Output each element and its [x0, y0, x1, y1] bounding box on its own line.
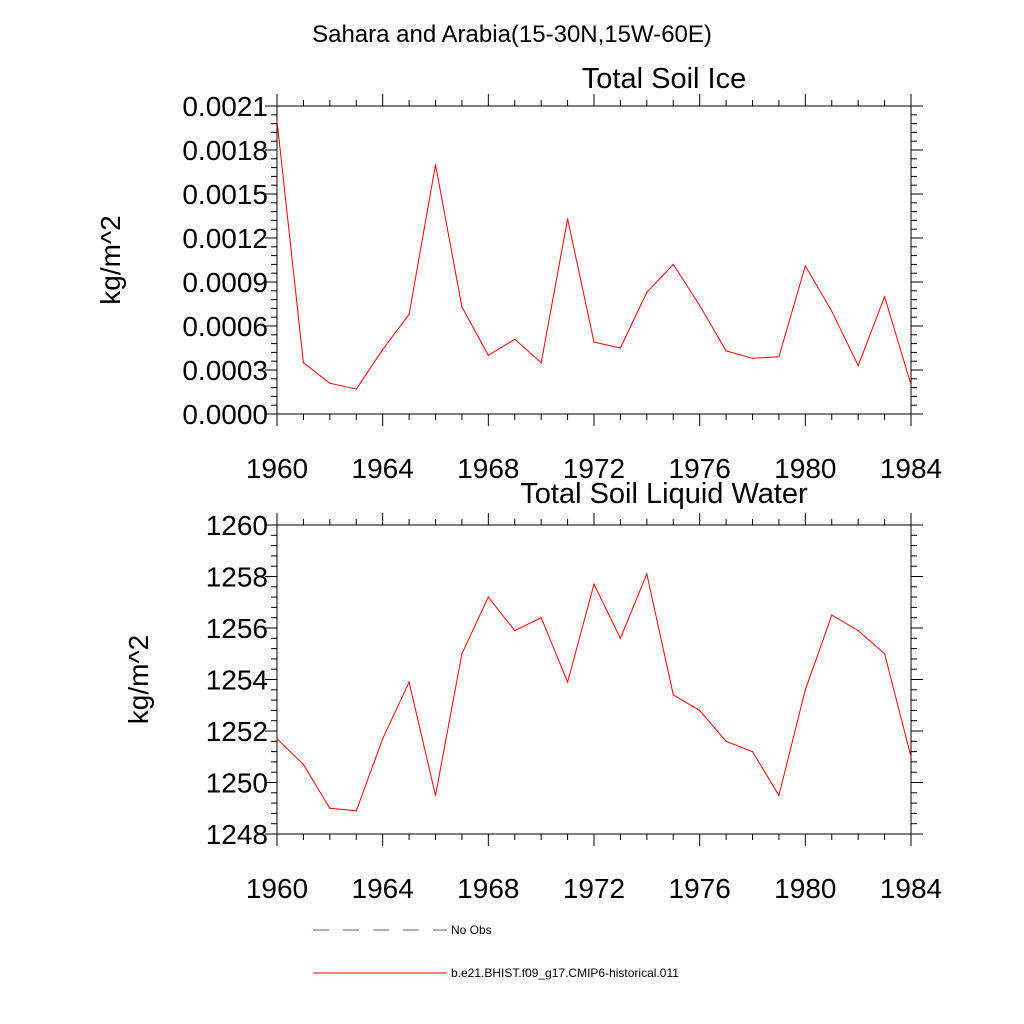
liquid-data-point: [619, 637, 622, 639]
liquid-data-point: [302, 763, 305, 766]
liquid-data-point: [276, 738, 278, 740]
ice-data-point: [672, 263, 674, 265]
ice-y-tick-label: 0.0000: [182, 399, 268, 430]
ice-y-tick-label: 0.0018: [182, 135, 268, 166]
ice-data-point: [804, 265, 806, 267]
liquid-x-tick-label: 1984: [880, 873, 942, 904]
ice-y-tick-label: 0.0006: [182, 311, 268, 342]
ice-x-tick-label: 1972: [563, 453, 625, 484]
liquid-y-tick-label: 1260: [206, 510, 268, 541]
liquid-data-point: [355, 810, 357, 812]
liquid-data-point: [461, 653, 463, 655]
liquid-y-tick-label: 1252: [206, 716, 268, 747]
ice-data-point: [910, 384, 912, 386]
legend: No Obs b.e21.BHIST.f09_g17.CMIP6-histori…: [313, 923, 679, 980]
ice-data-point: [276, 120, 278, 122]
liquid-y-tick-label: 1254: [206, 665, 268, 696]
liquid-data-point: [382, 738, 384, 740]
chart-total-soil-ice: Total Soil Ice 0.0000 0.0003 0.0006 0.0009 0.…: [95, 63, 942, 484]
ice-chart-title: Total Soil Ice: [582, 63, 746, 95]
ice-data-point: [540, 362, 542, 364]
ice-x-tick-label: 1984: [880, 453, 942, 484]
liquid-data-point: [883, 653, 886, 655]
ice-data-point: [778, 356, 780, 358]
liquid-data-point: [593, 583, 595, 585]
chart-total-soil-liquid-water: Total Soil Liquid Water 1248 1250 1252 1254 1…: [123, 478, 942, 904]
liquid-y-tick-label: 1250: [206, 768, 268, 799]
liquid-data-point: [725, 740, 727, 742]
ice-series-line: [276, 120, 912, 390]
liquid-data-point: [514, 629, 516, 632]
ice-y-tick-label: 0.0009: [182, 267, 268, 298]
legend-label-no-obs: No Obs: [451, 923, 492, 937]
ice-data-point: [699, 304, 701, 307]
liquid-series-line: [276, 572, 912, 812]
ice-data-point: [461, 306, 463, 308]
liquid-data-point: [646, 573, 648, 575]
ice-data-point: [329, 382, 331, 384]
liquid-data-point: [672, 694, 674, 696]
ice-y-tick-label: 0.0015: [182, 179, 268, 210]
ice-data-point: [857, 365, 859, 367]
liquid-data-point: [778, 794, 780, 796]
liquid-data-point: [751, 751, 754, 753]
ice-data-point: [487, 354, 489, 356]
liquid-x-tick-label: 1968: [457, 873, 519, 904]
ice-data-point: [593, 341, 595, 343]
ice-y-tick-label: 0.0012: [182, 223, 268, 254]
liquid-y-tick-label: 1248: [206, 819, 268, 850]
liquid-y-tick-label: 1256: [206, 613, 268, 644]
ice-data-point: [751, 357, 754, 359]
ice-data-point: [434, 164, 437, 166]
ice-data-point: [382, 348, 384, 351]
ice-data-point: [566, 218, 569, 220]
ice-data-point: [355, 388, 357, 390]
liquid-y-axis-label: kg/m^2: [123, 635, 154, 724]
liquid-y-tick-label: 1258: [206, 562, 268, 593]
ice-x-tick-label: 1980: [774, 453, 836, 484]
ice-data-point: [646, 291, 648, 293]
ice-x-tick-label: 1964: [352, 453, 414, 484]
liquid-data-point: [566, 681, 569, 683]
liquid-x-tick-label: 1976: [669, 873, 731, 904]
liquid-x-tick-label: 1964: [352, 873, 414, 904]
liquid-data-point: [540, 617, 542, 619]
liquid-data-point: [857, 629, 859, 632]
liquid-plot-frame: [276, 524, 912, 835]
liquid-data-point: [487, 596, 489, 598]
legend-label-model: b.e21.BHIST.f09_g17.CMIP6-historical.011: [451, 966, 679, 980]
ice-data-point: [831, 310, 833, 312]
figure-title: Sahara and Arabia(15-30N,15W-60E): [312, 21, 712, 48]
liquid-data-point: [831, 614, 833, 616]
ice-data-point: [725, 350, 727, 352]
ice-x-tick-label: 1976: [669, 453, 731, 484]
ice-plot-frame: [276, 105, 912, 415]
ice-data-point: [883, 296, 886, 298]
ice-data-point: [302, 362, 305, 364]
ice-data-point: [408, 313, 410, 315]
ice-y-tick-label: 0.0021: [182, 91, 268, 122]
ice-data-point: [514, 338, 516, 340]
ice-data-point: [619, 347, 622, 349]
liquid-x-tick-label: 1972: [563, 873, 625, 904]
liquid-data-point: [408, 681, 410, 683]
ice-x-tick-label: 1968: [457, 453, 519, 484]
liquid-data-point: [804, 689, 806, 691]
liquid-x-tick-label: 1980: [774, 873, 836, 904]
liquid-x-tick-label: 1960: [246, 873, 308, 904]
ice-y-axis-label: kg/m^2: [95, 215, 126, 304]
liquid-data-point: [329, 807, 331, 809]
liquid-data-point: [910, 756, 912, 758]
ice-y-tick-label: 0.0003: [182, 355, 268, 386]
liquid-data-point: [699, 709, 701, 712]
liquid-data-point: [434, 794, 437, 796]
ice-x-tick-label: 1960: [246, 453, 308, 484]
liquid-chart-title: Total Soil Liquid Water: [520, 478, 808, 510]
